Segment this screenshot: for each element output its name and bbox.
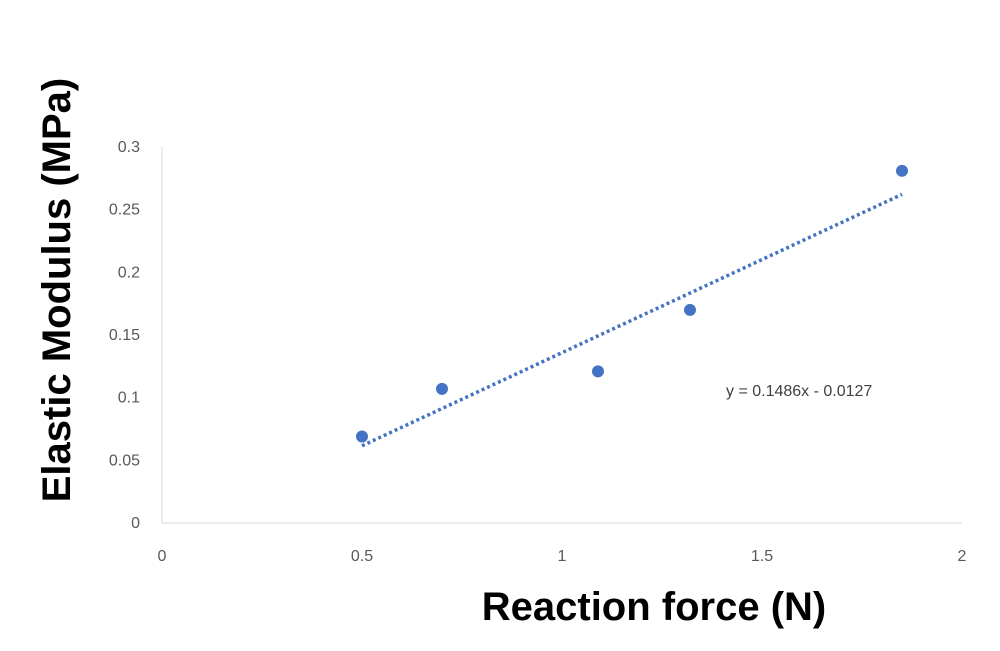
x-tick-label: 2: [958, 548, 967, 565]
data-point: [896, 164, 908, 177]
trendline-equation: y = 0.1486x - 0.0127: [726, 383, 872, 400]
y-tick-label: 0: [131, 515, 140, 532]
x-tick-label: 1.5: [751, 548, 773, 565]
y-tick-label: 0.25: [109, 202, 140, 219]
trendline: [361, 192, 903, 448]
y-axis-title: Elastic Modulus (MPa): [35, 78, 79, 503]
trendline-group: [361, 192, 903, 448]
x-tick-label: 0.5: [351, 548, 373, 565]
data-point: [684, 303, 696, 316]
data-points: [356, 164, 908, 443]
y-tick-label: 0.3: [118, 139, 140, 156]
tick-labels: 0 0.05 0.1 0.15 0.2 0.25 0.3 0 0.5 1 1.5 2: [109, 139, 967, 565]
data-point: [592, 365, 604, 378]
y-tick-label: 0.05: [109, 452, 140, 469]
x-tick-label: 0: [158, 548, 167, 565]
axes: [161, 147, 962, 524]
x-axis-title: Reaction force (N): [482, 585, 827, 629]
y-tick-label: 0.15: [109, 327, 140, 344]
data-point: [436, 382, 448, 395]
y-tick-label: 0.1: [118, 390, 140, 407]
y-tick-label: 0.2: [118, 264, 140, 281]
x-tick-label: 1: [558, 548, 567, 565]
data-point: [356, 430, 368, 443]
